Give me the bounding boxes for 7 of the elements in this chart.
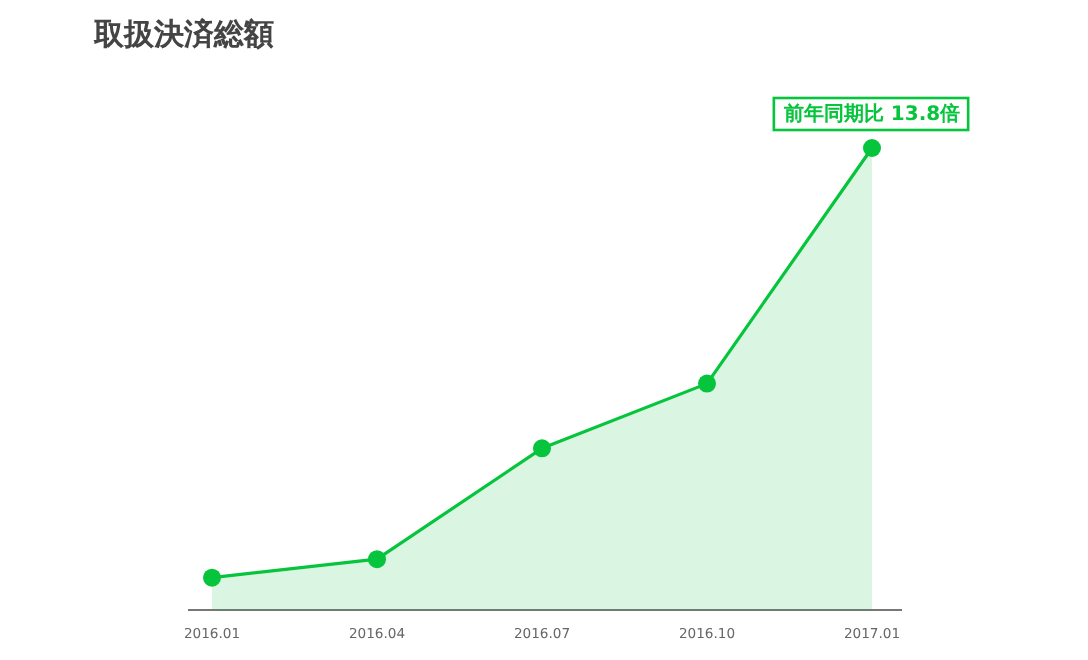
point [203, 568, 221, 587]
point [698, 374, 716, 393]
point [863, 139, 881, 157]
point [533, 439, 551, 458]
chart-title: 取扱決済総額 [92, 16, 274, 52]
point [368, 550, 386, 569]
annotation: 前年同期比 13.8倍 [781, 102, 961, 126]
